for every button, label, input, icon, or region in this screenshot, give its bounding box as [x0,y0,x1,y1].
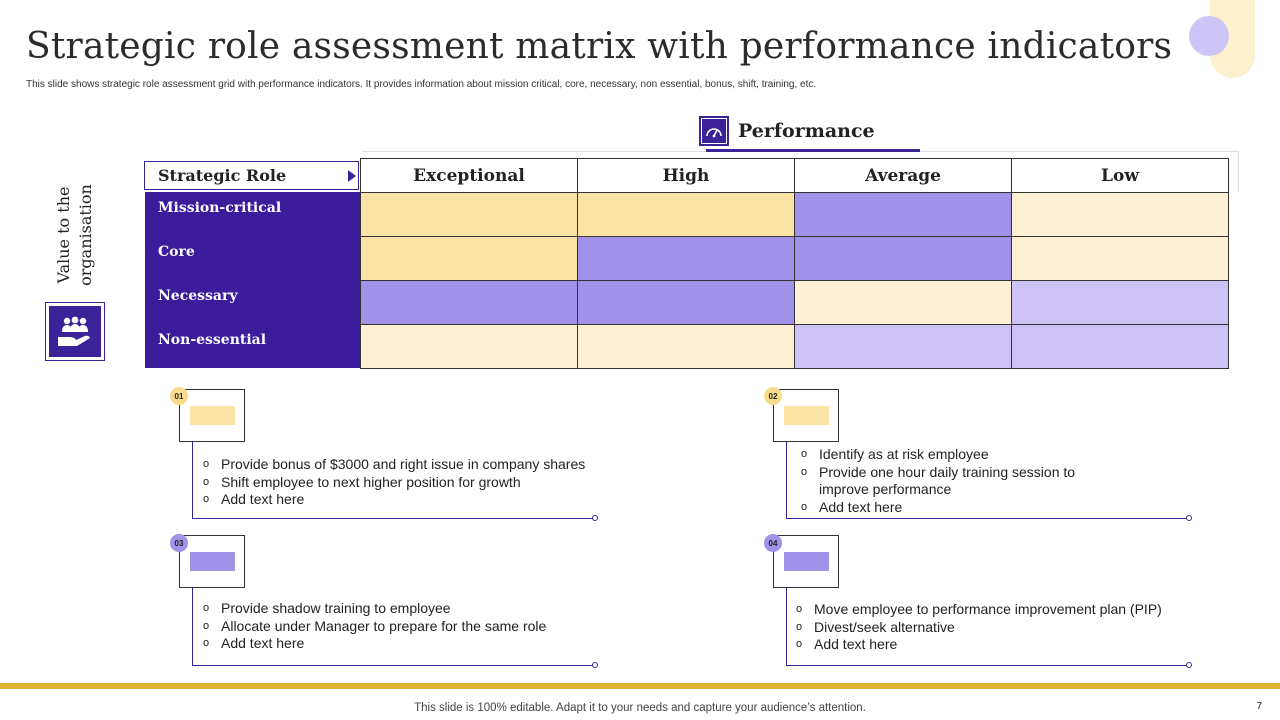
footer-divider [0,683,1280,689]
matrix-cell [794,236,1012,281]
matrix-cell [577,280,795,325]
page-title: Strategic role assessment matrix with pe… [26,26,1173,67]
list-item: Divest/seek alternative [796,619,1216,637]
card-04-box [773,535,839,588]
card-03-fill [190,552,235,571]
card-03-list: Provide shadow training to employee Allo… [203,600,663,653]
matrix-cell [577,236,795,281]
matrix-row [360,280,1229,325]
card-01-badge: 01 [170,387,188,405]
card-02-badge: 02 [764,387,782,405]
value-axis-label: Value to the organisation [50,176,100,294]
list-item: Add text here [796,636,1216,654]
performance-underline [706,149,920,152]
card-02-box [773,389,839,442]
matrix-cell [1011,192,1229,237]
decorative-circle [1189,16,1229,56]
value-label-line-1: Value to the [54,186,73,284]
matrix-cell [360,324,578,369]
row-label-core: Core [145,236,361,280]
card-03-box [179,535,245,588]
page-number: 7 [1256,701,1262,712]
card-04-badge: 04 [764,534,782,552]
card-01-list: Provide bonus of $3000 and right issue i… [203,456,663,509]
matrix-cell [794,280,1012,325]
row-label-necessary: Necessary [145,280,361,324]
list-item: Add text here [801,499,1101,517]
arrow-right-icon [348,170,356,182]
list-item: Move employee to performance improvement… [796,601,1216,619]
list-item: Provide shadow training to employee [203,600,663,618]
matrix-cell [360,236,578,281]
gauge-icon [699,116,729,146]
list-item: Add text here [203,635,663,653]
column-header-exceptional: Exceptional [360,158,578,193]
list-item: Provide bonus of $3000 and right issue i… [203,456,663,474]
matrix-cell [360,280,578,325]
card-02-fill [784,406,829,425]
list-item: Identify as at risk employee [801,446,1101,464]
strategic-role-label: Strategic Role [158,166,287,185]
strategic-role-header: Strategic Role [144,161,359,190]
team-hand-icon [45,302,105,361]
value-label-line-2: organisation [76,184,95,286]
card-04-fill [784,552,829,571]
matrix-row [360,192,1229,237]
matrix-cell [1011,280,1229,325]
matrix-cell [794,192,1012,237]
list-item: Shift employee to next higher position f… [203,474,663,492]
matrix-cell [577,324,795,369]
card-04-list: Move employee to performance improvement… [796,601,1216,654]
list-item: Add text here [203,491,663,509]
column-header-low: Low [1011,158,1229,193]
assessment-matrix: Exceptional High Average Low [360,158,1229,369]
card-02-list: Identify as at risk employee Provide one… [801,446,1101,516]
footer-text: This slide is 100% editable. Adapt it to… [414,702,866,714]
matrix-cell [794,324,1012,369]
card-01-fill [190,406,235,425]
column-header-high: High [577,158,795,193]
performance-header: Performance [699,114,875,148]
matrix-cell [1011,236,1229,281]
matrix-row [360,324,1229,369]
matrix-cell [360,192,578,237]
matrix-cell [577,192,795,237]
column-header-average: Average [794,158,1012,193]
card-03-badge: 03 [170,534,188,552]
matrix-row [360,236,1229,281]
card-01-box [179,389,245,442]
row-label-non-essential: Non-essential [145,324,361,368]
performance-label: Performance [738,120,875,142]
list-item: Allocate under Manager to prepare for th… [203,618,663,636]
row-label-mission-critical: Mission-critical [145,192,361,236]
list-item: Provide one hour daily training session … [801,464,1101,499]
matrix-cell [1011,324,1229,369]
page-subtitle: This slide shows strategic role assessme… [26,79,817,90]
